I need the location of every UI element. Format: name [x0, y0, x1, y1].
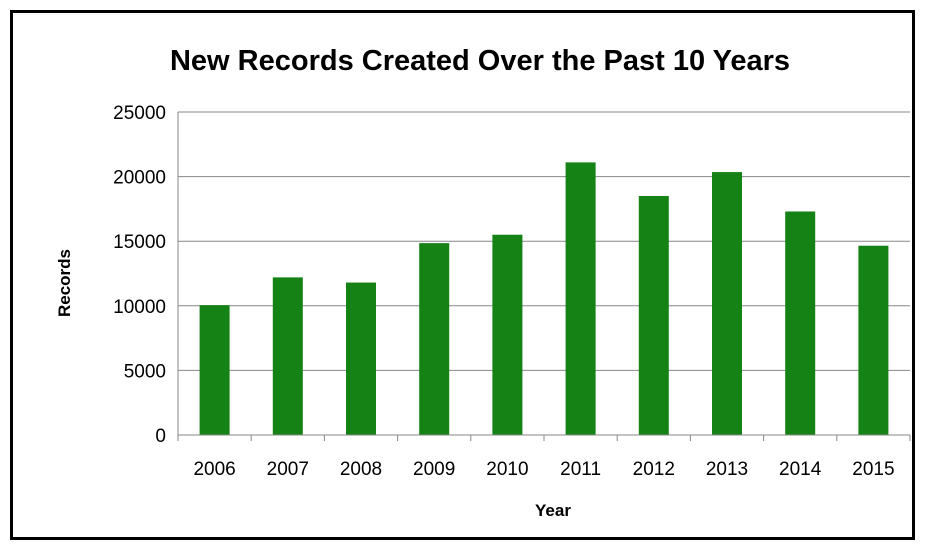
- x-tick-label: 2010: [486, 459, 528, 480]
- x-tick-label: 2007: [267, 459, 309, 480]
- x-tick-label: 2015: [852, 459, 894, 480]
- x-tick-label: 2008: [340, 459, 382, 480]
- x-tick-label: 2013: [706, 459, 748, 480]
- y-tick-labels: 0 5000 10000 15000 20000 25000: [113, 103, 166, 447]
- bar-2009: [419, 243, 450, 435]
- bar-2015: [858, 245, 889, 435]
- y-tick-label: 25000: [113, 103, 166, 124]
- bar-2011: [565, 162, 596, 435]
- bar-chart: New Records Created Over the Past 10 Yea…: [55, 45, 911, 520]
- bar-2013: [711, 172, 743, 435]
- x-tick-label: 2014: [779, 459, 822, 480]
- x-tick-labels: 2006 2007 2008 2009 2010 2011 2012 2013 2014 2015: [193, 459, 894, 480]
- bar-2010: [492, 234, 523, 435]
- x-tick-label: 2012: [633, 459, 675, 480]
- y-tick-label: 10000: [113, 297, 166, 318]
- x-tick-label: 2011: [560, 459, 601, 480]
- bar-2014: [785, 211, 816, 435]
- bar-2008: [345, 282, 377, 435]
- bar-2006: [199, 305, 230, 435]
- bars: [199, 162, 889, 435]
- y-tick-label: 20000: [113, 168, 166, 189]
- x-tick-label: 2006: [193, 459, 235, 480]
- x-axis-label: Year: [535, 501, 571, 520]
- bar-2007: [272, 277, 303, 435]
- y-tick-label: 15000: [113, 232, 166, 253]
- y-tick-label: 5000: [124, 361, 166, 382]
- chart-frame: New Records Created Over the Past 10 Yea…: [10, 10, 915, 540]
- axes: [177, 112, 911, 441]
- x-tick-label: 2009: [413, 459, 455, 480]
- y-tick-label: 0: [155, 426, 166, 447]
- y-axis-label: Records: [55, 249, 74, 317]
- bar-2012: [638, 195, 669, 435]
- chart-title: New Records Created Over the Past 10 Yea…: [170, 45, 790, 77]
